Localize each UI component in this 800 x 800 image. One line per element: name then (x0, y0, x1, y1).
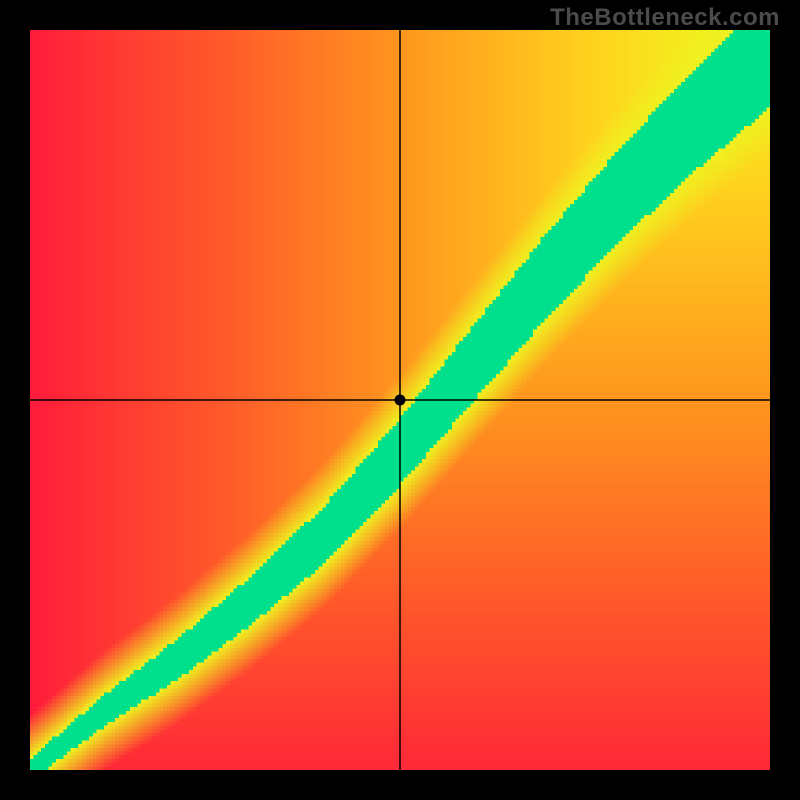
bottleneck-heatmap (30, 30, 770, 770)
heatmap-canvas (30, 30, 770, 770)
watermark-text: TheBottleneck.com (550, 4, 780, 32)
chart-container: TheBottleneck.com (0, 0, 800, 800)
